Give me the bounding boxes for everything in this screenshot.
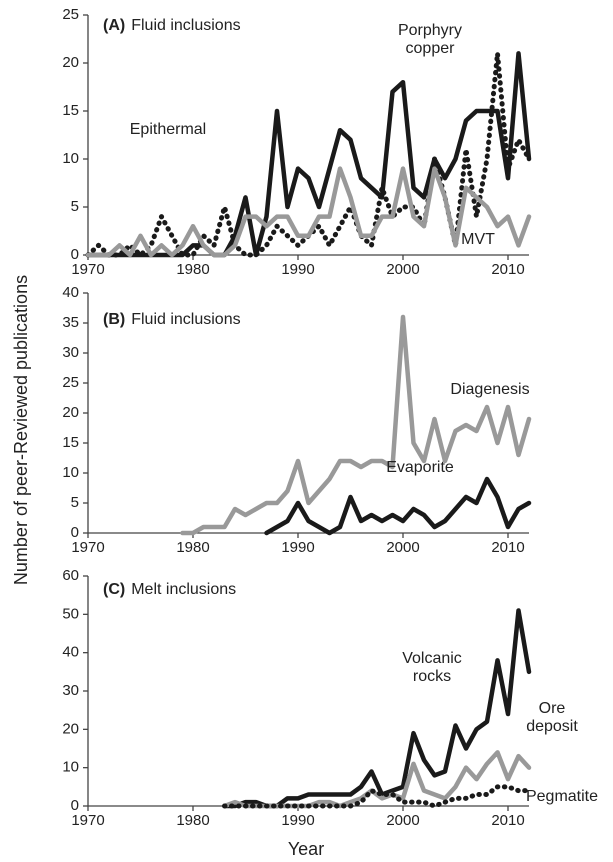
panel-title-text: Fluid inclusions [131, 311, 241, 328]
y-tick-label: 20 [62, 720, 79, 737]
y-tick-label: 50 [62, 605, 79, 622]
panel-letter: (A) [103, 17, 126, 34]
y-tick-label: 60 [62, 567, 79, 584]
y-tick-label: 20 [62, 54, 79, 71]
y-tick-label: 5 [71, 198, 79, 215]
y-tick-label: 10 [62, 150, 79, 167]
panel-title: (A) Fluid inclusions [103, 17, 241, 35]
x-tick-label: 1990 [281, 812, 314, 829]
x-tick-label: 1970 [71, 539, 104, 556]
y-tick-label: 15 [62, 434, 79, 451]
series-label: MVT [461, 231, 495, 248]
y-tick-label: 35 [62, 314, 79, 331]
x-tick-label: 1990 [281, 539, 314, 556]
series-label: Porphyry copper [397, 22, 463, 57]
series-label: Ore deposit [526, 700, 578, 735]
panel-title: (B) Fluid inclusions [103, 311, 241, 329]
series-line [85, 166, 532, 258]
x-tick-label: 2010 [491, 261, 524, 278]
y-tick-label: 25 [62, 6, 79, 23]
y-tick-label: 40 [62, 644, 79, 661]
panel-title: (C) Melt inclusions [103, 581, 236, 599]
panel-title-text: Melt inclusions [131, 581, 237, 598]
x-tick-label: 1970 [71, 812, 104, 829]
y-tick-label: 10 [62, 464, 79, 481]
y-tick-label: 30 [62, 682, 79, 699]
series-label: Volcanic rocks [402, 650, 462, 685]
series-line [222, 608, 532, 809]
x-tick-label: 1980 [176, 812, 209, 829]
series-label: Diagenesis [450, 381, 530, 398]
panel-title-text: Fluid inclusions [131, 17, 241, 34]
series-line [85, 51, 532, 258]
x-tick-label: 1980 [176, 539, 209, 556]
y-tick-label: 40 [62, 284, 79, 301]
y-tick-label: 10 [62, 759, 79, 776]
y-axis-label: Number of peer-Reviewed publications [11, 275, 31, 585]
panel-letter: (B) [103, 311, 126, 328]
x-tick-label: 2000 [386, 539, 419, 556]
x-tick-label: 1990 [281, 261, 314, 278]
series-line [264, 476, 532, 536]
y-tick-label: 5 [71, 494, 79, 511]
x-axis-label: Year [288, 839, 324, 859]
x-tick-label: 1980 [176, 261, 209, 278]
y-tick-label: 20 [62, 404, 79, 421]
series-label: Evaporite [386, 459, 454, 476]
series-label: Pegmatite [525, 788, 599, 805]
x-tick-label: 2000 [386, 812, 419, 829]
series-line [85, 50, 532, 258]
y-tick-label: 0 [71, 246, 79, 263]
series-line [222, 784, 532, 809]
series-line [180, 314, 532, 536]
y-tick-label: 30 [62, 344, 79, 361]
panel-letter: (C) [103, 581, 126, 598]
series-label: Epithermal [129, 121, 207, 138]
y-tick-label: 15 [62, 102, 79, 119]
y-tick-label: 25 [62, 374, 79, 391]
x-tick-label: 2000 [386, 261, 419, 278]
y-tick-label: 0 [71, 524, 79, 541]
x-tick-label: 2010 [491, 812, 524, 829]
y-tick-label: 0 [71, 797, 79, 814]
x-tick-label: 1970 [71, 261, 104, 278]
x-tick-label: 2010 [491, 539, 524, 556]
